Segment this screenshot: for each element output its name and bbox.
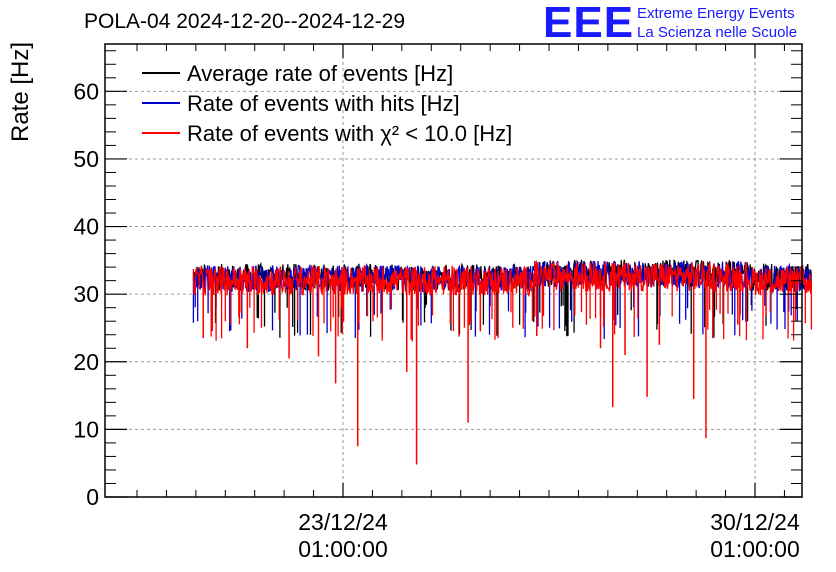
y-tick-label: 60 (73, 78, 99, 104)
plot-frame (104, 43, 803, 498)
legend-label: Average rate of events [Hz] (187, 61, 453, 86)
y-tick-label: 30 (73, 281, 99, 307)
x-tick-label-time: 01:00:00 (298, 536, 388, 562)
logo-caption-line2: La Scienza nelle Scuole (637, 24, 798, 41)
y-tick-label: 0 (86, 484, 99, 510)
x-tick-label-date: 23/12/24 (298, 509, 388, 535)
y-tick-label: 50 (73, 146, 99, 172)
eee-logo: EEE (543, 0, 635, 47)
axes-group: 010203040506023/12/2401:00:0030/12/2401:… (73, 44, 802, 562)
chart-title: POLA-04 2024-12-20--2024-12-29 (84, 10, 406, 33)
x-tick-label-time: 01:00:00 (710, 536, 800, 562)
y-tick-label: 40 (73, 214, 99, 240)
logo-caption: Extreme Energy Events La Scienza nelle S… (637, 4, 797, 42)
y-axis-label: Rate [Hz] (7, 41, 34, 142)
x-tick-label-date: 30/12/24 (710, 509, 800, 535)
y-tick-label: 20 (73, 349, 99, 375)
y-tick-label: 10 (73, 416, 99, 442)
series-group (192, 259, 813, 465)
series-line-2 (192, 259, 813, 342)
legend-label: Rate of events with hits [Hz] (187, 91, 460, 116)
legend-label: Rate of events with χ² < 10.0 [Hz] (187, 121, 512, 146)
logo-caption-line1: Extreme Energy Events (637, 5, 795, 22)
legend: Average rate of events [Hz] Rate of event… (142, 61, 512, 146)
